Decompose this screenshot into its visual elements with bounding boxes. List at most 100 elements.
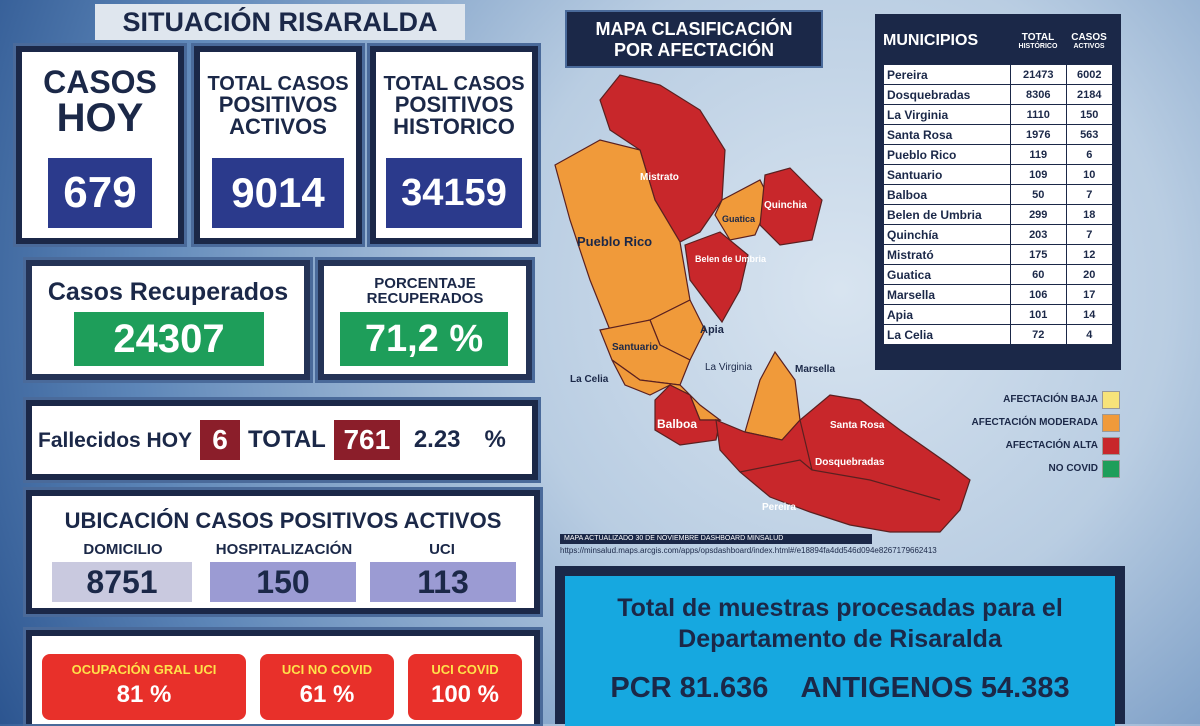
table-cell: 10 xyxy=(1065,164,1113,185)
legend-label: AFECTACIÓN MODERADA xyxy=(971,417,1098,428)
deaths-rate: 2.23 xyxy=(413,426,461,453)
card-label: Casos Recuperados xyxy=(47,278,289,306)
location-label: DOMICILIO xyxy=(83,541,163,558)
map-label: Mistrato xyxy=(640,172,679,183)
icu-label: UCI COVID xyxy=(431,662,499,677)
table-row: Mistrató 175 12 xyxy=(883,244,1113,265)
boundary xyxy=(799,419,941,501)
card-label: HISTORICO xyxy=(393,114,515,139)
samples-text: Total de muestras procesadas para el xyxy=(617,594,1063,622)
table-cell: Dosquebradas xyxy=(883,84,1011,105)
map-url: https://minsalud.maps.arcgis.com/apps/op… xyxy=(560,546,937,555)
page-title: SITUACIÓN RISARALDA xyxy=(95,4,465,40)
legend-item: AFECTACIÓN ALTA xyxy=(905,434,1120,457)
header-text: CASOS xyxy=(1071,31,1107,43)
table-row: Apia 101 14 xyxy=(883,304,1113,325)
header-text: ACTIVOS xyxy=(1073,42,1105,50)
samples-text: Departamento de Risaralda xyxy=(678,625,1002,653)
icu-value: 61 % xyxy=(299,681,355,708)
table-cell: 20 xyxy=(1065,264,1113,285)
municipios-table: Pereira 21473 6002 Dosquebradas 8306 2184 La V… xyxy=(883,64,1113,345)
table-cell: La Celia xyxy=(883,324,1011,345)
icu-box: UCI NO COVID 61 % xyxy=(260,654,394,720)
map-label: Apia xyxy=(700,324,725,336)
table-cell: Mistrató xyxy=(883,244,1011,265)
region xyxy=(744,350,801,441)
table-row: Marsella 106 17 xyxy=(883,284,1113,305)
boundary xyxy=(739,459,813,473)
legend-swatch xyxy=(1102,390,1120,409)
map-label: Santuario xyxy=(612,342,658,353)
table-cell: 4 xyxy=(1065,324,1113,345)
legend-label: AFECTACIÓN BAJA xyxy=(1003,394,1098,405)
antigen-label: ANTIGENOS xyxy=(800,672,973,704)
table-cell: 299 xyxy=(1010,204,1067,225)
map-label: Santa Rosa xyxy=(830,420,885,431)
legend: AFECTACIÓN BAJA AFECTACIÓN MODERADA AFEC… xyxy=(905,388,1120,480)
samples-panel: Total de muestras procesadas para el Dep… xyxy=(555,566,1125,726)
table-cell: 14 xyxy=(1065,304,1113,325)
table-row: La Celia 72 4 xyxy=(883,324,1113,345)
card-label: CASOS xyxy=(43,64,157,100)
table-cell: 18 xyxy=(1065,204,1113,225)
table-cell: 109 xyxy=(1010,164,1067,185)
table-cell: 2184 xyxy=(1065,84,1113,105)
map-title: POR AFECTACIÓN xyxy=(614,40,774,60)
region xyxy=(684,231,749,324)
table-row: Belen de Umbria 299 18 xyxy=(883,204,1113,225)
map-title: MAPA CLASIFICACIÓN xyxy=(595,19,793,39)
location-value: 113 xyxy=(370,562,516,602)
deaths-value: 6 xyxy=(200,420,241,460)
location-title: UBICACIÓN CASOS POSITIVOS ACTIVOS xyxy=(64,508,502,533)
table-row: Dosquebradas 8306 2184 xyxy=(883,84,1113,105)
card-label: PORCENTAJE xyxy=(374,275,476,292)
icu-box: OCUPACIÓN GRAL UCI 81 % xyxy=(42,654,246,720)
samples-box: Total de muestras procesadas para el Dep… xyxy=(565,576,1115,726)
icu-value: 81 % xyxy=(116,681,172,708)
map-label: Pereira xyxy=(762,502,796,513)
card-label: POSITIVOS xyxy=(218,92,338,117)
table-cell: 150 xyxy=(1065,104,1113,125)
card: PORCENTAJE RECUPERADOS 71,2 % xyxy=(318,260,532,380)
map-label: Marsella xyxy=(795,364,835,375)
location-value: 150 xyxy=(210,562,356,602)
card-label: TOTAL CASOS xyxy=(383,73,525,95)
table-cell: Apia xyxy=(883,304,1011,325)
table-cell: Pereira xyxy=(883,64,1011,85)
deaths-label: Fallecidos HOY xyxy=(38,428,193,452)
samples-counts: PCR 81.636 ANTIGENOS 54.383 xyxy=(565,672,1115,705)
region xyxy=(715,394,971,533)
header-cell: MUNICIPIOS xyxy=(883,32,979,49)
map-label: La Virginia xyxy=(705,362,753,373)
table-cell: Belen de Umbria xyxy=(883,204,1011,225)
card-value: 9014 xyxy=(212,158,344,228)
table-cell: 1110 xyxy=(1010,104,1067,125)
map-label: Pueblo Rico xyxy=(577,234,652,249)
table-row: Pueblo Rico 119 6 xyxy=(883,144,1113,165)
map-label: Belen de Umbria xyxy=(695,254,767,264)
card-label: RECUPERADOS xyxy=(366,290,484,307)
table-cell: 7 xyxy=(1065,184,1113,205)
legend-swatch xyxy=(1102,459,1120,478)
legend-label: AFECTACIÓN ALTA xyxy=(1005,440,1098,451)
map-label: Quinchia xyxy=(764,200,807,211)
table-cell: 563 xyxy=(1065,124,1113,145)
icu-label: OCUPACIÓN GRAL UCI xyxy=(71,662,217,677)
legend-item: AFECTACIÓN MODERADA xyxy=(905,411,1120,434)
table-cell: 7 xyxy=(1065,224,1113,245)
icu-value: 100 % xyxy=(430,681,500,708)
legend-swatch xyxy=(1102,436,1120,455)
table-cell: 203 xyxy=(1010,224,1067,245)
table-cell: 101 xyxy=(1010,304,1067,325)
card-value: 679 xyxy=(48,158,152,228)
location-card: UBICACIÓN CASOS POSITIVOS ACTIVOS DOMICI… xyxy=(26,490,540,614)
map-note: MAPA ACTUALIZADO 30 DE NOVIEMBRE DASHBOA… xyxy=(560,534,872,544)
card: TOTAL CASOS POSITIVOS ACTIVOS 9014 xyxy=(194,46,362,244)
table-row: Guatica 60 20 xyxy=(883,264,1113,285)
card: Casos Recuperados 24307 xyxy=(26,260,310,380)
table-cell: 175 xyxy=(1010,244,1067,265)
table-cell: Guatica xyxy=(883,264,1011,285)
card-label: HOY xyxy=(56,96,144,140)
map-label: Balboa xyxy=(657,417,697,431)
